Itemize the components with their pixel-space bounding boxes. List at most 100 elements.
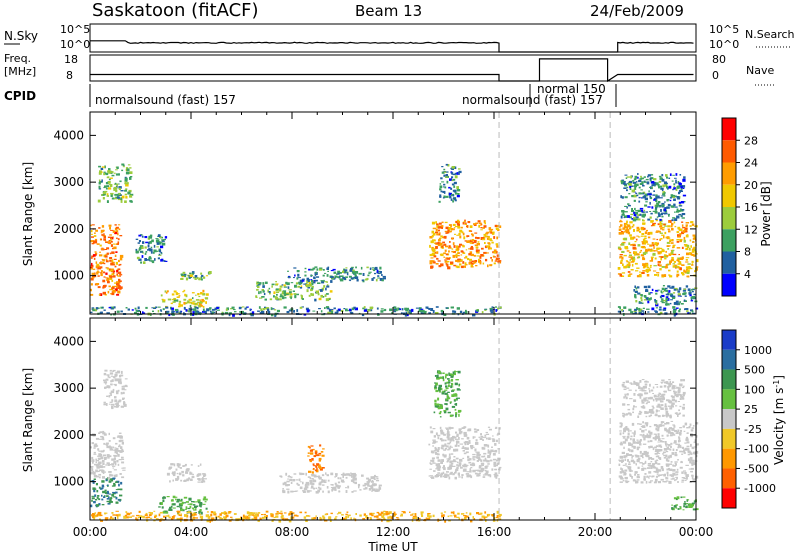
range-gate-cell	[325, 472, 327, 474]
range-gate-cell	[435, 232, 438, 233]
range-gate-cell	[443, 252, 446, 254]
range-gate-cell	[97, 268, 99, 269]
range-gate-cell	[651, 220, 654, 222]
range-gate-cell	[463, 515, 467, 516]
range-gate-cell	[475, 265, 477, 266]
range-gate-cell	[660, 382, 663, 383]
range-gate-cell	[441, 513, 443, 514]
range-gate-cell	[681, 471, 683, 474]
range-gate-cell	[667, 248, 669, 250]
power-ylabel: Slant Range [km]	[21, 162, 35, 266]
range-gate-cell	[121, 200, 123, 203]
range-gate-cell	[633, 258, 635, 260]
range-gate-cell	[683, 505, 685, 507]
range-gate-cell	[430, 266, 433, 269]
range-gate-cell	[474, 431, 477, 433]
y-tick-label: 3000	[53, 175, 84, 189]
range-gate-cell	[192, 514, 194, 516]
range-gate-cell	[627, 203, 629, 205]
range-gate-cell	[687, 247, 689, 248]
range-gate-cell	[660, 186, 662, 188]
range-gate-cell	[442, 467, 444, 469]
range-gate-cell	[692, 241, 695, 243]
range-gate-cell	[662, 438, 665, 439]
range-gate-cell	[645, 201, 647, 202]
range-gate-cell	[358, 485, 360, 488]
range-gate-cell	[671, 228, 674, 231]
range-gate-cell	[322, 491, 324, 493]
range-gate-cell	[655, 436, 658, 439]
range-gate-cell	[370, 307, 373, 310]
range-gate-cell	[439, 467, 441, 468]
range-gate-cell	[116, 294, 119, 296]
range-gate-cell	[469, 513, 471, 516]
range-gate-cell	[669, 407, 672, 409]
range-gate-cell	[487, 238, 489, 240]
range-gate-cell	[672, 175, 675, 176]
range-gate-cell	[685, 474, 689, 477]
range-gate-cell	[452, 248, 454, 249]
range-gate-cell	[629, 221, 632, 223]
range-gate-cell	[691, 429, 694, 431]
range-gate-cell	[95, 230, 98, 232]
range-gate-cell	[478, 473, 481, 474]
range-gate-cell	[450, 415, 453, 417]
range-gate-cell	[473, 223, 476, 225]
range-gate-cell	[115, 183, 117, 185]
range-gate-cell	[454, 245, 456, 248]
range-gate-cell	[197, 293, 199, 295]
range-gate-cell	[645, 211, 648, 212]
range-gate-cell	[667, 413, 669, 415]
range-gate-cell	[93, 269, 95, 270]
range-gate-cell	[344, 278, 346, 280]
range-gate-cell	[656, 248, 659, 250]
range-gate-cell	[638, 386, 640, 389]
colorbar-swatch	[722, 409, 736, 429]
range-gate-cell	[649, 194, 652, 195]
range-gate-cell	[149, 241, 152, 244]
range-gate-cell	[457, 189, 460, 191]
range-gate-cell	[226, 309, 228, 311]
range-gate-cell	[156, 239, 159, 240]
range-gate-cell	[440, 427, 442, 430]
range-gate-cell	[195, 275, 198, 278]
range-gate-cell	[636, 212, 639, 215]
range-gate-cell	[114, 384, 117, 385]
range-gate-cell	[624, 470, 627, 472]
range-gate-cell	[459, 459, 462, 462]
range-gate-cell	[647, 467, 650, 469]
nsearch-tick-bottom: 10^0	[709, 38, 739, 51]
range-gate-cell	[662, 441, 665, 443]
range-gate-cell	[105, 273, 107, 275]
range-gate-cell	[298, 277, 301, 278]
range-gate-cell	[328, 491, 330, 494]
range-gate-cell	[673, 391, 675, 393]
range-gate-cell	[353, 307, 356, 309]
range-gate-cell	[446, 227, 449, 229]
range-gate-cell	[655, 479, 658, 482]
range-gate-cell	[474, 240, 477, 242]
range-gate-cell	[494, 443, 496, 446]
range-gate-cell	[115, 514, 118, 516]
range-gate-cell	[173, 508, 176, 509]
range-gate-cell	[473, 516, 475, 519]
range-gate-cell	[445, 307, 448, 308]
range-gate-cell	[362, 518, 365, 519]
range-gate-cell	[125, 511, 127, 513]
range-gate-cell	[439, 238, 441, 241]
range-gate-cell	[443, 244, 446, 246]
range-gate-cell	[119, 433, 122, 434]
range-gate-cell	[624, 455, 626, 458]
range-gate-cell	[660, 301, 663, 302]
range-gate-cell	[203, 504, 206, 505]
range-gate-cell	[96, 272, 98, 275]
range-gate-cell	[115, 463, 117, 466]
range-gate-cell	[181, 278, 183, 279]
range-gate-cell	[449, 178, 452, 181]
range-gate-cell	[657, 451, 659, 453]
range-gate-cell	[103, 496, 105, 498]
range-gate-cell	[387, 513, 390, 515]
range-gate-cell	[633, 224, 635, 226]
range-gate-cell	[654, 310, 657, 312]
range-gate-cell	[486, 434, 489, 435]
